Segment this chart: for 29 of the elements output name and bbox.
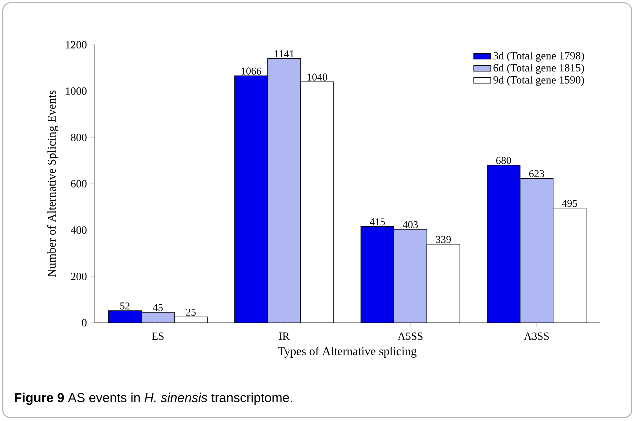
legend-label: 3d (Total gene 1798): [494, 52, 584, 62]
data-label: 680: [496, 157, 512, 164]
y-tick-label: 600: [71, 180, 87, 188]
data-label: 1066: [242, 68, 262, 75]
y-tick-label: 800: [71, 134, 87, 142]
x-tick-label: A5SS: [398, 332, 423, 340]
y-tick-label: 200: [71, 272, 87, 280]
data-label: 1040: [308, 74, 328, 81]
data-label: 415: [370, 218, 386, 226]
x-tick-label: IR: [279, 332, 290, 340]
y-tick-label: 0: [82, 319, 87, 327]
legend-label: 6d (Total gene 1815): [494, 64, 584, 74]
data-label: 25: [186, 308, 196, 316]
y-tick-label: 1000: [66, 88, 87, 96]
y-tick-label: 400: [71, 226, 87, 234]
data-label: 1141: [275, 50, 294, 58]
data-label: 403: [402, 221, 418, 228]
data-label: 495: [562, 200, 578, 208]
text: Figure 9 AS events in H. sinensis transcriptome.: [15, 392, 292, 406]
y-tick-label: 1200: [66, 41, 87, 49]
data-label: 339: [436, 236, 452, 244]
legend-label: 9d (Total gene 1590): [494, 76, 584, 86]
data-label: 52: [120, 302, 130, 310]
x-tick-label: A3SS: [524, 332, 549, 340]
data-label: 45: [153, 304, 163, 312]
y-axis-title: Number of Alternative Splicing Events: [47, 90, 58, 278]
x-tick-label: ES: [152, 332, 164, 340]
x-axis-title: Types of Alternative splicing: [278, 346, 417, 358]
data-label: 623: [529, 170, 544, 178]
